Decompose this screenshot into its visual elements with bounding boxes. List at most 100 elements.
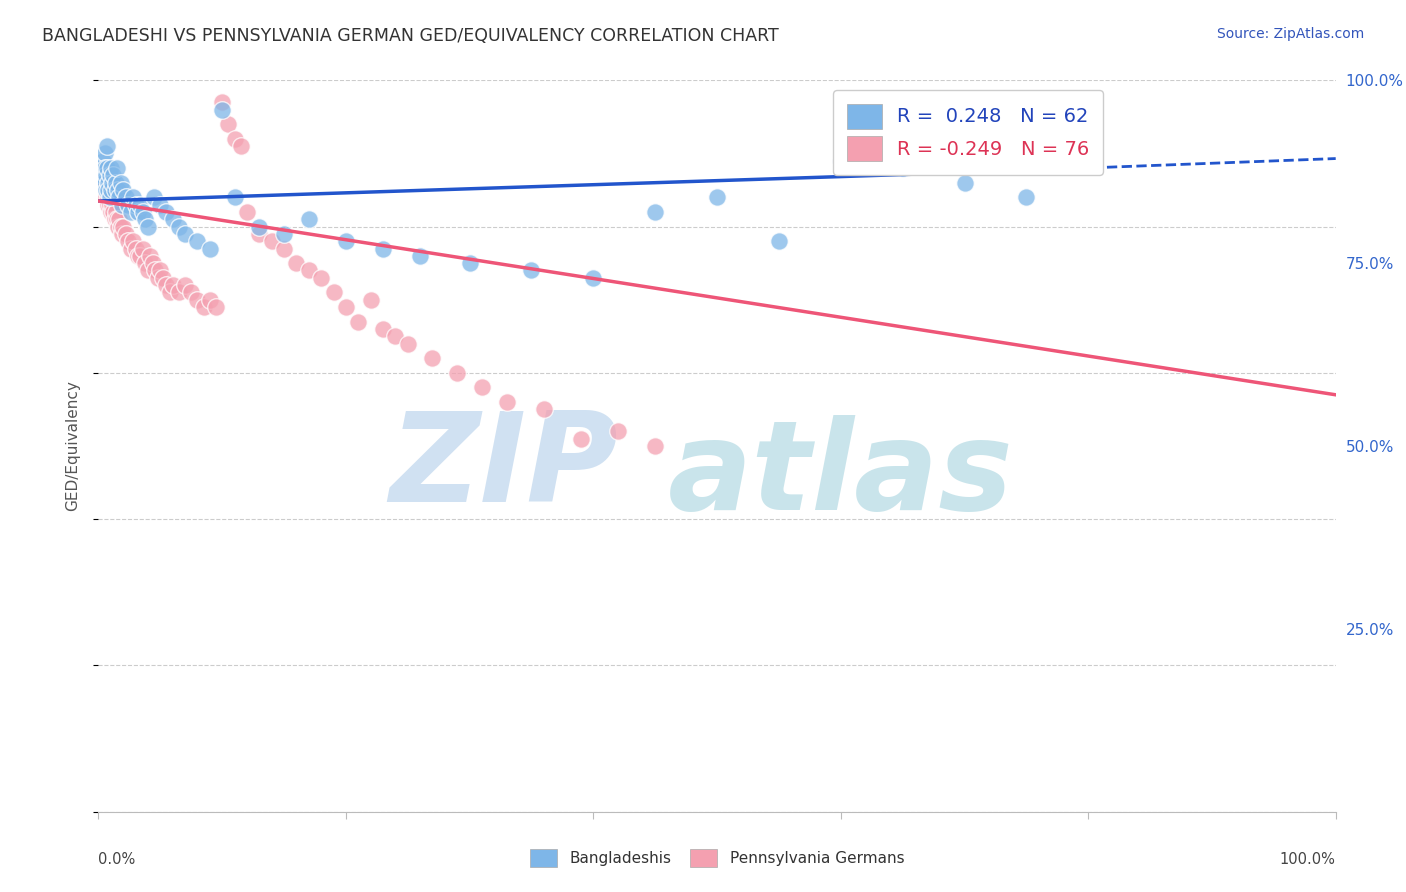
Point [186, 234, 208, 248]
Point [285, 256, 308, 270]
Point [114, 227, 136, 241]
Point [100, 190, 122, 204]
Point [360, 293, 382, 307]
Point [273, 227, 295, 241]
Point [224, 190, 246, 204]
Point [93, 161, 115, 175]
Point [155, 278, 177, 293]
Point [124, 242, 146, 256]
Point [104, 176, 127, 190]
Point [122, 234, 145, 248]
Legend: Bangladeshis, Pennsylvania Germans: Bangladeshis, Pennsylvania Germans [524, 843, 910, 873]
Point [371, 322, 394, 336]
Point [111, 197, 134, 211]
Point [174, 227, 197, 241]
Point [471, 380, 494, 394]
Point [260, 234, 283, 248]
Point [298, 263, 321, 277]
Point [211, 95, 233, 110]
Point [110, 176, 132, 190]
Point [371, 242, 394, 256]
Point [322, 285, 344, 300]
Point [186, 293, 208, 307]
Point [93, 169, 115, 183]
Point [217, 117, 239, 131]
Point [533, 402, 555, 417]
Point [93, 153, 115, 168]
Point [93, 176, 115, 190]
Point [335, 300, 357, 314]
Point [120, 242, 142, 256]
Point [224, 132, 246, 146]
Point [644, 439, 666, 453]
Point [143, 263, 166, 277]
Point [101, 176, 124, 190]
Point [132, 242, 155, 256]
Point [94, 176, 117, 190]
Point [96, 139, 118, 153]
Point [96, 161, 118, 175]
Y-axis label: GED/Equivalency: GED/Equivalency [65, 381, 80, 511]
Text: 0.0%: 0.0% [98, 852, 135, 867]
Point [114, 190, 136, 204]
Point [335, 234, 357, 248]
Point [582, 270, 605, 285]
Point [198, 242, 221, 256]
Point [152, 270, 174, 285]
Point [98, 169, 121, 183]
Point [142, 256, 165, 270]
Point [104, 205, 127, 219]
Point [98, 190, 121, 204]
Point [96, 183, 118, 197]
Point [136, 219, 159, 234]
Point [112, 219, 135, 234]
Point [1015, 190, 1038, 204]
Point [97, 190, 120, 204]
Point [91, 169, 114, 183]
Point [162, 212, 184, 227]
Point [891, 161, 914, 175]
Point [134, 212, 156, 227]
Point [458, 256, 481, 270]
Point [236, 205, 259, 219]
Point [90, 161, 112, 175]
Point [94, 190, 117, 204]
Point [111, 227, 134, 241]
Point [93, 183, 115, 197]
Point [446, 366, 468, 380]
Point [127, 205, 149, 219]
Point [149, 197, 172, 211]
Point [90, 161, 112, 175]
Point [97, 183, 120, 197]
Text: ZIP: ZIP [389, 408, 619, 528]
Text: 100.0%: 100.0% [1279, 852, 1336, 867]
Point [167, 285, 190, 300]
Point [384, 329, 406, 343]
Point [607, 425, 630, 439]
Point [132, 205, 155, 219]
Point [520, 263, 543, 277]
Point [422, 351, 444, 366]
Point [100, 183, 122, 197]
Point [129, 197, 152, 211]
Point [409, 249, 432, 263]
Point [155, 205, 177, 219]
Point [97, 197, 120, 211]
Point [107, 219, 129, 234]
Point [146, 270, 169, 285]
Point [396, 336, 419, 351]
Point [108, 190, 131, 204]
Point [768, 234, 790, 248]
Text: atlas: atlas [668, 415, 1014, 536]
Point [167, 219, 190, 234]
Point [93, 146, 115, 161]
Point [298, 212, 321, 227]
Point [159, 285, 181, 300]
Point [97, 176, 120, 190]
Point [93, 176, 115, 190]
Point [198, 293, 221, 307]
Point [117, 197, 139, 211]
Point [229, 139, 252, 153]
Point [93, 183, 115, 197]
Point [347, 315, 370, 329]
